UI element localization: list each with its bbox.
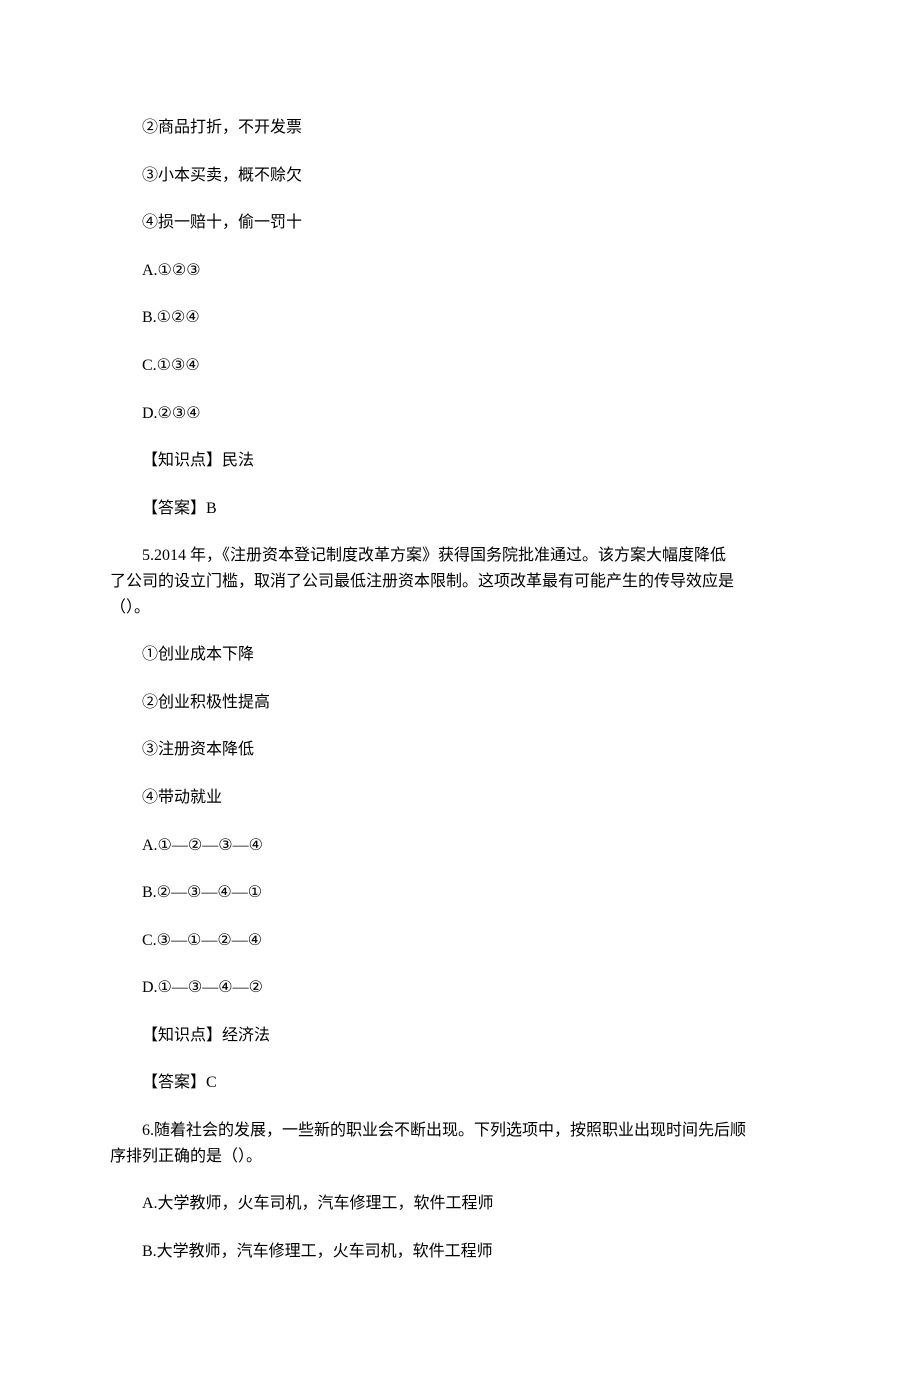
q5-statement-1: ①创业成本下降: [110, 642, 810, 668]
q4-knowledge-point: 【知识点】民法: [110, 448, 810, 474]
q5-option-d: D.①—③—④—②: [110, 975, 810, 1001]
q4-option-a: A.①②③: [110, 258, 810, 284]
q5-statement-3: ③注册资本降低: [110, 737, 810, 763]
q4-option-d: D.②③④: [110, 401, 810, 427]
q5-stem-line-1: 5.2014 年，《注册资本登记制度改革方案》获得国务院批准通过。该方案大幅度降…: [110, 543, 810, 569]
q5-stem-line-2: 了公司的设立门槛，取消了公司最低注册资本限制。这项改革最有可能产生的传导效应是: [110, 569, 810, 595]
q4-statement-2: ②商品打折，不开发票: [110, 115, 810, 141]
q4-statement-4: ④损一赔十，偷一罚十: [110, 210, 810, 236]
q4-option-c: C.①③④: [110, 353, 810, 379]
q5-statement-4: ④带动就业: [110, 785, 810, 811]
q4-statement-3: ③小本买卖，概不赊欠: [110, 163, 810, 189]
q5-knowledge-point: 【知识点】经济法: [110, 1023, 810, 1049]
q5-option-c: C.③—①—②—④: [110, 928, 810, 954]
q6-stem-line-2: 序排列正确的是（）。: [110, 1144, 810, 1170]
q6-stem-line-1: 6.随着社会的发展，一些新的职业会不断出现。下列选项中，按照职业出现时间先后顺: [110, 1118, 810, 1144]
q6-option-b: B.大学教师，汽车修理工，火车司机，软件工程师: [110, 1239, 810, 1265]
q4-option-b: B.①②④: [110, 305, 810, 331]
q5-statement-2: ②创业积极性提高: [110, 690, 810, 716]
q6-option-a: A.大学教师，火车司机，汽车修理工，软件工程师: [110, 1191, 810, 1217]
q5-answer: 【答案】C: [110, 1070, 810, 1096]
q5-stem-line-3: （）。: [110, 595, 810, 621]
q5-option-b: B.②—③—④—①: [110, 880, 810, 906]
q4-answer: 【答案】B: [110, 496, 810, 522]
q5-option-a: A.①—②—③—④: [110, 833, 810, 859]
